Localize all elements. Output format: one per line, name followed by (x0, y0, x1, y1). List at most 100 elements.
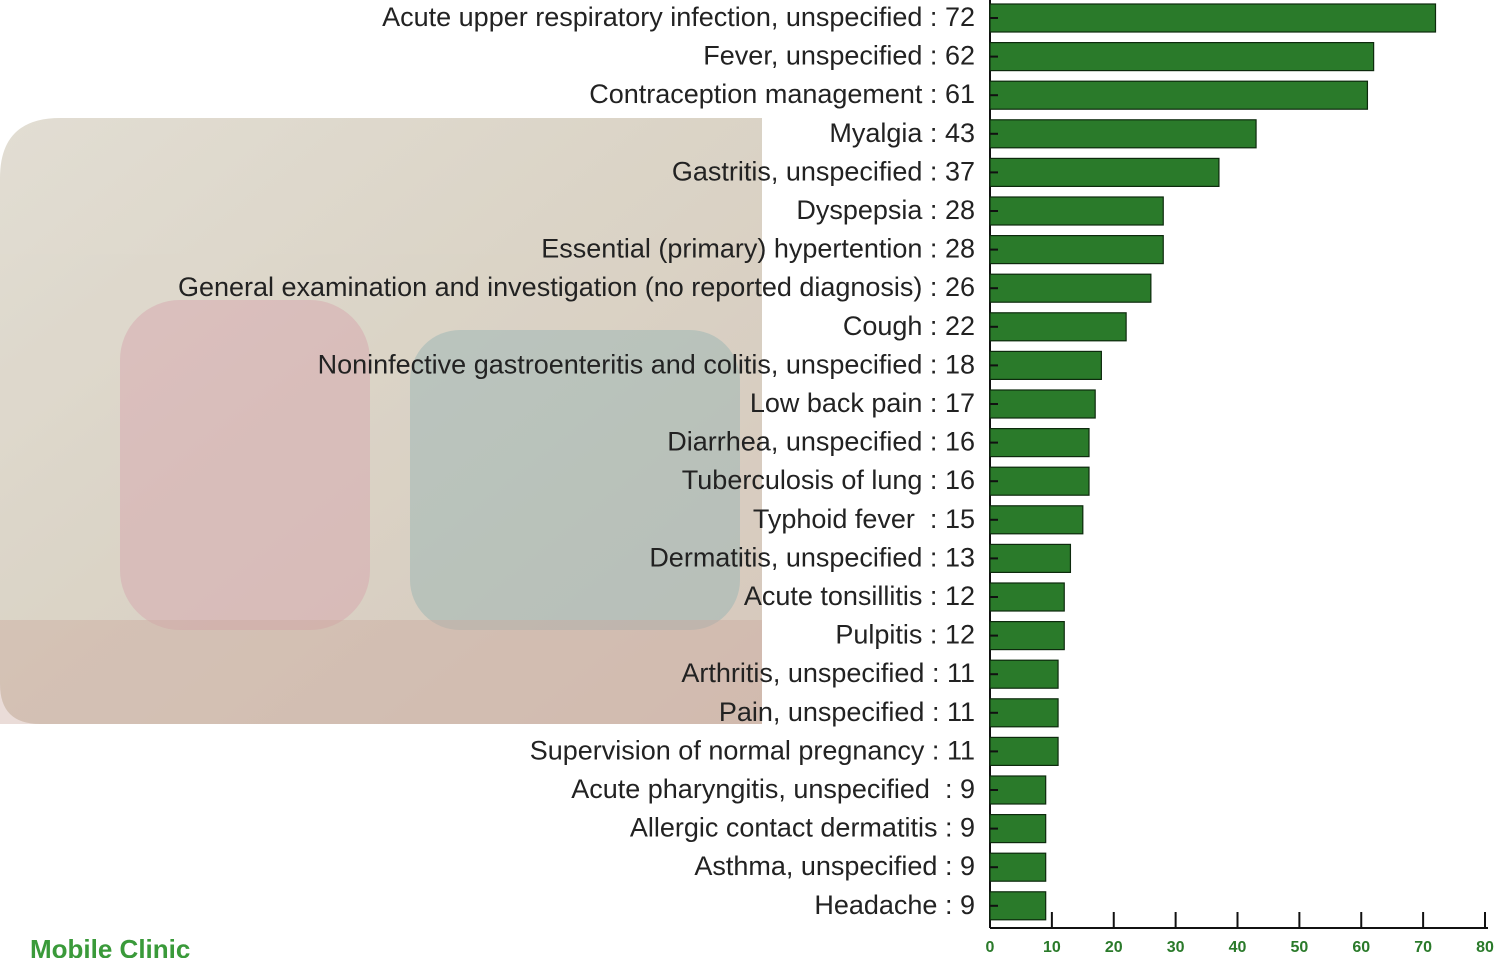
x-tick-label: 40 (1229, 939, 1247, 956)
category-name: Essential (primary) hypertention : (541, 234, 937, 264)
value-label: 11 (947, 736, 975, 766)
value-label: 43 (945, 118, 975, 148)
category-name: Diarrhea, unspecified : (667, 427, 937, 457)
value-label: 17 (945, 388, 975, 418)
category-name: Gastritis, unspecified : (672, 157, 938, 187)
bar (989, 505, 1084, 535)
bar (989, 41, 1375, 72)
category-label: Asthma, unspecified : 9 (694, 851, 975, 881)
value-label: 15 (945, 504, 975, 534)
value-label: 11 (947, 697, 975, 727)
x-tick-label: 50 (1290, 939, 1308, 956)
value-label: 16 (945, 465, 975, 495)
background-photo (0, 118, 762, 724)
bar (989, 80, 1369, 110)
x-tick-label: 10 (1043, 939, 1061, 956)
bar (989, 582, 1065, 612)
category-name: Pulpitis : (835, 620, 937, 650)
value-label: 11 (947, 658, 975, 688)
bar (989, 428, 1090, 458)
value-label: 9 (960, 813, 975, 843)
value-label: 18 (945, 350, 975, 380)
value-label: 13 (945, 543, 975, 573)
category-name: Arthritis, unspecified : (681, 658, 939, 688)
bar (989, 273, 1152, 303)
category-label: Cough : 22 (843, 311, 975, 341)
bar (989, 350, 1102, 380)
value-label: 9 (960, 851, 975, 881)
category-label: General examination and investigation (n… (178, 272, 975, 302)
category-label: Essential (primary) hypertention : 28 (541, 234, 975, 264)
x-tick-label: 70 (1414, 939, 1432, 956)
category-label: Typhoid fever : 15 (753, 504, 975, 534)
bar (989, 775, 1047, 805)
bar (989, 736, 1059, 767)
category-name: Allergic contact dermatitis : (630, 813, 953, 843)
x-tick-label: 60 (1352, 939, 1370, 956)
category-label: Acute pharyngitis, unspecified : 9 (571, 774, 975, 804)
category-name: Pain, unspecified : (719, 697, 940, 727)
value-label: 16 (945, 427, 975, 457)
value-label: 28 (945, 234, 975, 264)
category-label: Allergic contact dermatitis : 9 (630, 813, 975, 843)
category-name: Myalgia : (829, 118, 937, 148)
category-label: Low back pain : 17 (750, 388, 975, 418)
category-name: Tuberculosis of lung : (682, 465, 938, 495)
category-name: Dermatitis, unspecified : (649, 543, 937, 573)
category-label: Supervision of normal pregnancy : 11 (530, 736, 975, 766)
x-tick-label: 0 (986, 939, 995, 956)
category-label: Pain, unspecified : 11 (719, 697, 975, 727)
value-label: 12 (945, 581, 975, 611)
category-name: Typhoid fever : (753, 504, 938, 534)
value-label: 9 (960, 774, 975, 804)
category-name: Fever, unspecified : (703, 41, 937, 71)
value-label: 62 (945, 41, 975, 71)
category-name: Acute pharyngitis, unspecified : (571, 774, 952, 804)
bar (989, 698, 1059, 728)
bar (989, 235, 1164, 265)
category-name: Noninfective gastroenteritis and colitis… (318, 350, 938, 380)
category-label: Headache : 9 (814, 890, 975, 920)
value-label: 26 (945, 272, 975, 302)
bar (989, 157, 1220, 187)
category-label: Pulpitis : 12 (835, 620, 975, 650)
bar (989, 620, 1065, 651)
bar (989, 852, 1047, 882)
category-name: Headache : (814, 890, 952, 920)
value-label: 61 (945, 79, 975, 109)
category-label: Dermatitis, unspecified : 13 (649, 543, 975, 573)
category-name: Acute tonsillitis : (744, 581, 938, 611)
value-label: 28 (945, 195, 975, 225)
bar (989, 891, 1047, 921)
value-label: 22 (945, 311, 975, 341)
category-label: Tuberculosis of lung : 16 (682, 465, 975, 495)
bar (989, 466, 1090, 496)
category-name: Cough : (843, 311, 938, 341)
category-label: Noninfective gastroenteritis and colitis… (318, 350, 975, 380)
bar (989, 813, 1047, 844)
category-label: Fever, unspecified : 62 (703, 41, 975, 71)
category-label: Contraception management : 61 (589, 79, 975, 109)
value-label: 37 (945, 157, 975, 187)
bar (989, 389, 1096, 419)
category-name: Asthma, unspecified : (694, 851, 952, 881)
x-tick-label: 80 (1476, 939, 1494, 956)
category-label: Gastritis, unspecified : 37 (672, 157, 975, 187)
value-label: 12 (945, 620, 975, 650)
category-label: Diarrhea, unspecified : 16 (667, 427, 975, 457)
category-name: Contraception management : (589, 79, 937, 109)
category-label: Arthritis, unspecified : 11 (681, 658, 975, 688)
category-name: Supervision of normal pregnancy : (530, 736, 940, 766)
x-tick-label: 20 (1105, 939, 1123, 956)
category-label: Acute upper respiratory infection, unspe… (382, 2, 975, 32)
bar (989, 196, 1164, 226)
bar (989, 312, 1127, 342)
bar (989, 659, 1059, 689)
x-tick-label: 30 (1167, 939, 1185, 956)
bar (989, 119, 1257, 149)
bar (989, 3, 1437, 33)
bar (989, 543, 1072, 574)
category-label: Myalgia : 43 (829, 118, 975, 148)
